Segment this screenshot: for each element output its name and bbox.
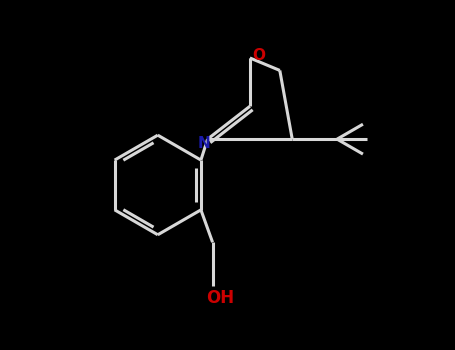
Text: OH: OH <box>206 289 234 307</box>
Text: O: O <box>253 48 265 63</box>
Text: N: N <box>197 136 210 150</box>
